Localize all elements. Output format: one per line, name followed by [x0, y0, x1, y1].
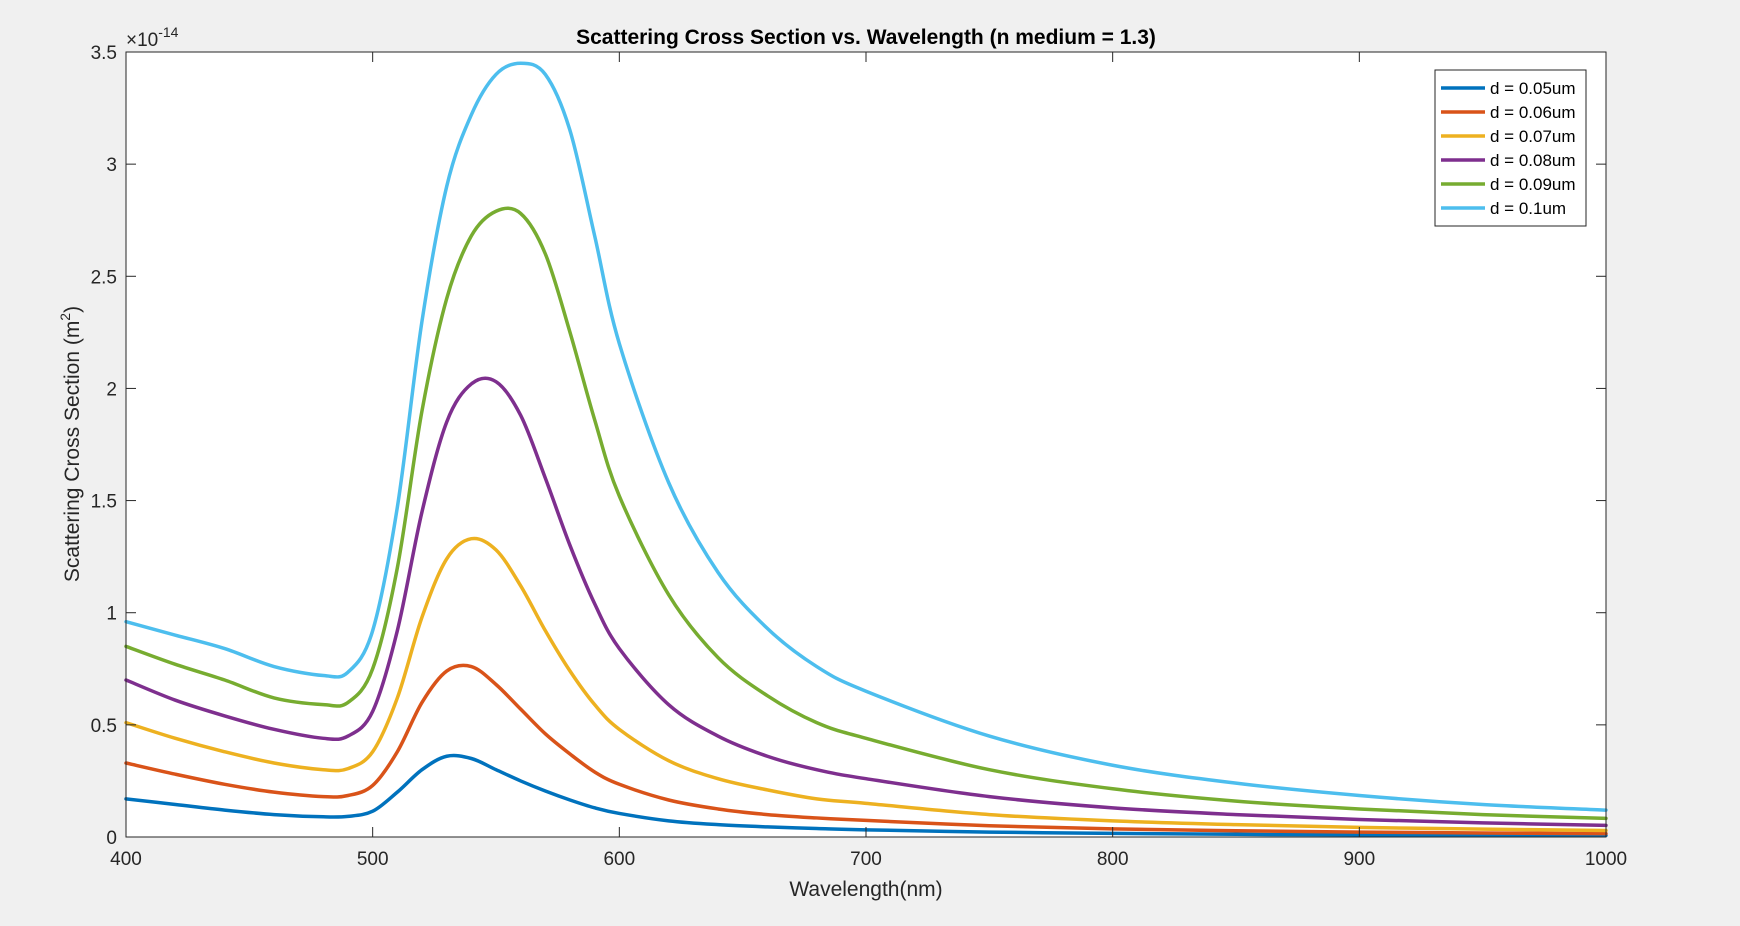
- x-tick-label: 500: [357, 849, 389, 870]
- x-tick-label: 1000: [1585, 849, 1627, 870]
- legend-entry-label: d = 0.08um: [1490, 151, 1576, 170]
- series-line-1: [124, 753, 1608, 838]
- series-line-3: [124, 536, 1608, 833]
- y-tick-label: 2.5: [91, 267, 117, 288]
- series-line-2: [124, 663, 1608, 836]
- y-tick-label: 2: [106, 379, 117, 400]
- y-axis-label-main: Scattering Cross Section (m: [61, 321, 84, 582]
- x-tick-label: 900: [1343, 849, 1375, 870]
- y-tick-label: 3: [106, 155, 117, 176]
- x-tick-label: 400: [110, 849, 142, 870]
- series-layer: [124, 61, 1608, 838]
- y-axis-label-tail: ): [61, 306, 84, 313]
- x-tick-label: 600: [603, 849, 635, 870]
- y-tick-label: 1.5: [91, 492, 117, 513]
- legend-entry-label: d = 0.06um: [1490, 103, 1576, 122]
- tick-layer: 400 500 600 700 800 900 1000 0 0.5 1 1.5 2 2.5 3 3.5: [91, 43, 1628, 870]
- x-tick-label: 800: [1097, 849, 1129, 870]
- series-line-5: [124, 206, 1608, 821]
- y-axis-label-superscript: 2: [57, 313, 73, 321]
- y-exponent-base: ×10: [126, 30, 158, 51]
- legend-box: [1434, 69, 1587, 227]
- x-tick-label: 700: [850, 849, 882, 870]
- y-exponent-power: -14: [158, 24, 178, 40]
- x-axis-label: Wavelength(nm): [789, 878, 942, 901]
- y-tick-label: 3.5: [91, 43, 117, 64]
- legend-entry-label: d = 0.07um: [1490, 127, 1576, 146]
- legend-entry-label: d = 0.09um: [1490, 175, 1576, 194]
- y-axis-label: Scattering Cross Section (m2): [57, 306, 84, 582]
- y-tick-label: 0.5: [91, 716, 117, 737]
- series-line-4: [124, 376, 1608, 828]
- legend-entry-label: d = 0.05um: [1490, 79, 1576, 98]
- y-tick-label: 0: [106, 828, 117, 849]
- legend[interactable]: d = 0.05um d = 0.06um d = 0.07um d = 0.08um…: [1434, 69, 1587, 227]
- series-line-6: [124, 61, 1608, 812]
- axes-background: [126, 52, 1606, 837]
- chart-title: Scattering Cross Section vs. Wavelength …: [576, 26, 1156, 49]
- y-exponent-label: ×10-14: [126, 24, 179, 51]
- legend-entry-label: d = 0.1um: [1490, 199, 1566, 218]
- y-tick-label: 1: [106, 604, 117, 625]
